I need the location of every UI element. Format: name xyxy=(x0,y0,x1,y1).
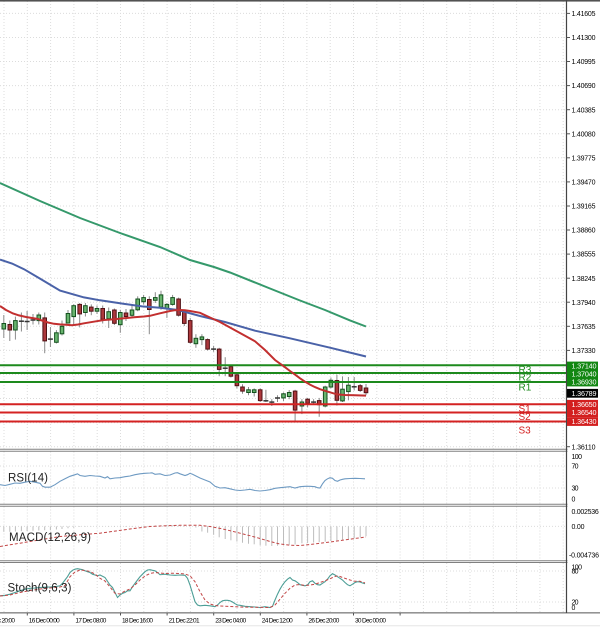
svg-text:18 Dec 16:00: 18 Dec 16:00 xyxy=(122,618,153,625)
svg-text:1.41300: 1.41300 xyxy=(572,35,596,42)
svg-text:21 Dec 22:01: 21 Dec 22:01 xyxy=(169,618,200,625)
svg-text:1.38555: 1.38555 xyxy=(572,252,596,259)
svg-text:30: 30 xyxy=(572,486,579,493)
svg-text:1.36430: 1.36430 xyxy=(572,417,597,426)
svg-text:MACD(12,26,9): MACD(12,26,9) xyxy=(9,532,91,544)
svg-text:1.36789: 1.36789 xyxy=(572,389,597,398)
svg-text:1.40080: 1.40080 xyxy=(572,131,596,138)
svg-text:1.39470: 1.39470 xyxy=(572,180,596,187)
svg-text:0: 0 xyxy=(572,497,576,504)
svg-text:1.36540: 1.36540 xyxy=(572,408,597,417)
svg-text:1.36930: 1.36930 xyxy=(572,378,597,387)
svg-text:1.40690: 1.40690 xyxy=(572,83,596,90)
svg-text:R3: R3 xyxy=(519,365,532,376)
svg-text:100: 100 xyxy=(572,564,583,571)
svg-text:70: 70 xyxy=(572,464,579,471)
svg-text:100: 100 xyxy=(572,454,583,461)
svg-text:1.36650: 1.36650 xyxy=(572,400,597,409)
svg-text:1.38860: 1.38860 xyxy=(572,228,596,235)
svg-text:14 Dec 20:00: 14 Dec 20:00 xyxy=(0,618,15,625)
svg-text:0: 0 xyxy=(572,605,576,612)
svg-text:1.39165: 1.39165 xyxy=(572,204,596,211)
svg-text:RSI(14): RSI(14) xyxy=(8,473,48,485)
svg-text:23 Dec 04:00: 23 Dec 04:00 xyxy=(215,618,246,625)
svg-text:1.37330: 1.37330 xyxy=(572,348,596,355)
svg-text:80: 80 xyxy=(572,569,579,576)
svg-text:-0.004736: -0.004736 xyxy=(569,553,599,560)
svg-text:1.40385: 1.40385 xyxy=(572,107,596,114)
svg-text:24 Dec 12:00: 24 Dec 12:00 xyxy=(262,618,293,625)
svg-text:0.002536: 0.002536 xyxy=(572,509,599,516)
svg-text:S3: S3 xyxy=(519,426,532,437)
svg-text:26 Dec 20:00: 26 Dec 20:00 xyxy=(308,618,339,625)
svg-text:30 Dec 00:00: 30 Dec 00:00 xyxy=(355,618,386,625)
svg-text:S2: S2 xyxy=(519,412,532,423)
svg-text:16 Dec 00:00: 16 Dec 00:00 xyxy=(29,618,60,625)
svg-text:1.41605: 1.41605 xyxy=(572,11,596,18)
svg-text:1.37940: 1.37940 xyxy=(572,300,596,307)
svg-text:0.00: 0.00 xyxy=(572,524,585,531)
svg-text:1.40995: 1.40995 xyxy=(572,59,596,66)
svg-text:17 Dec 08:00: 17 Dec 08:00 xyxy=(75,618,106,625)
svg-text:R2: R2 xyxy=(519,373,532,384)
svg-text:1.38245: 1.38245 xyxy=(572,276,596,283)
svg-text:1.37140: 1.37140 xyxy=(572,362,597,371)
svg-text:20: 20 xyxy=(572,600,579,607)
svg-text:1.37040: 1.37040 xyxy=(572,370,597,379)
svg-text:1.37635: 1.37635 xyxy=(572,324,596,331)
svg-text:1.36110: 1.36110 xyxy=(572,444,596,451)
svg-text:R1: R1 xyxy=(519,383,532,394)
svg-text:Stoch(9,6,3): Stoch(9,6,3) xyxy=(8,583,72,595)
svg-text:1.39775: 1.39775 xyxy=(572,155,596,162)
svg-text:S1: S1 xyxy=(519,404,532,415)
